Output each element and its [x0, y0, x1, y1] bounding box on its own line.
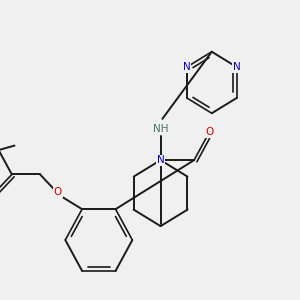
Text: NH: NH [153, 124, 168, 134]
Text: O: O [206, 127, 214, 137]
Text: O: O [54, 187, 62, 197]
Text: N: N [157, 155, 164, 165]
Text: N: N [233, 62, 241, 72]
Text: N: N [183, 62, 190, 72]
